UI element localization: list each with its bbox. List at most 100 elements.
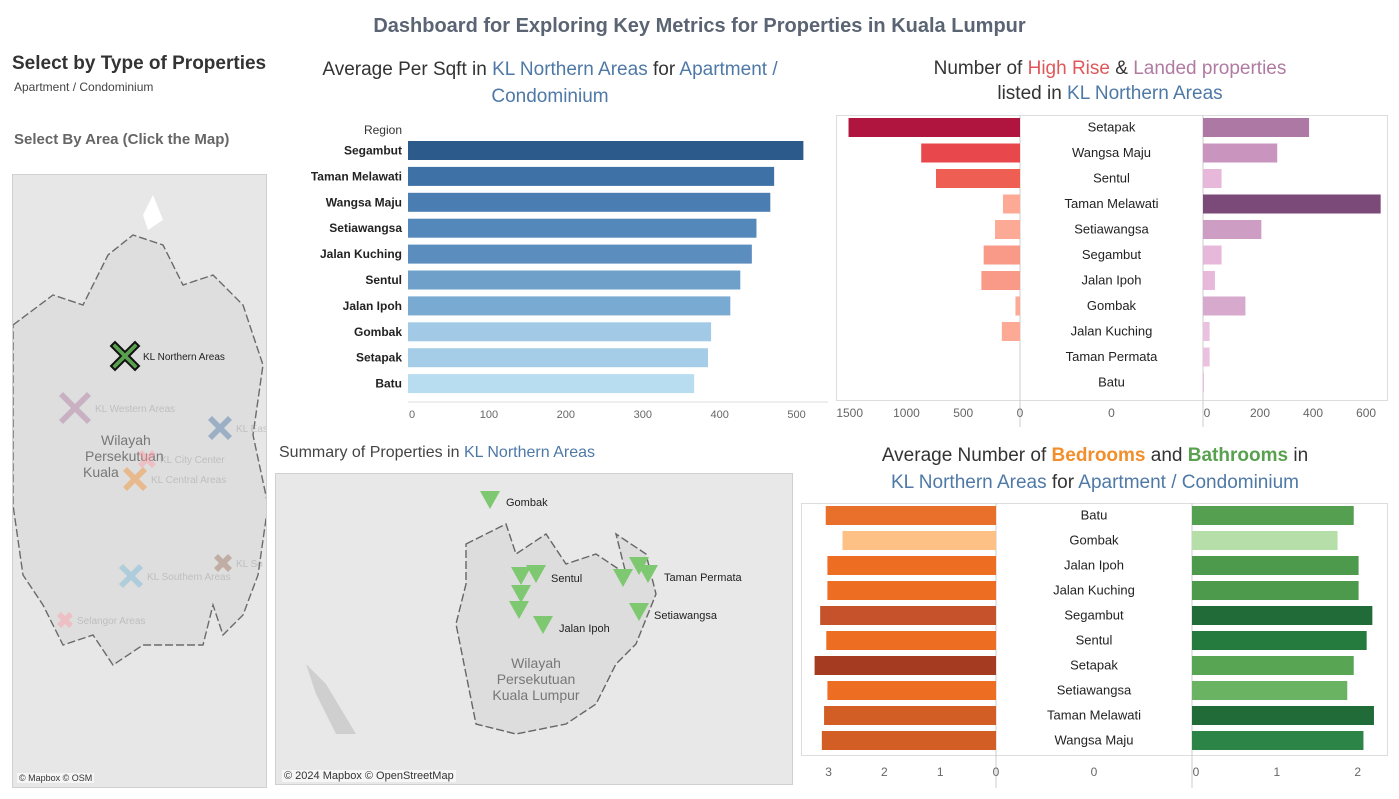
psf-bar-setapak[interactable] bbox=[408, 348, 708, 368]
rooms-label-taman-melawati: Taman Melawati bbox=[1047, 708, 1141, 723]
listings-center-tick: 0 bbox=[1108, 406, 1115, 420]
listings-bar-high-rise-jalan-ipoh[interactable] bbox=[981, 271, 1020, 290]
listings-bar-landed-batu[interactable] bbox=[1203, 373, 1204, 392]
rooms-bar-bathrooms-jalan-kuching[interactable] bbox=[1192, 581, 1359, 600]
triangle-down-icon bbox=[509, 601, 529, 619]
summary-map-feature bbox=[306, 664, 356, 734]
rooms-left-tick-1: 1 bbox=[937, 765, 944, 779]
area-x-icon bbox=[119, 564, 143, 588]
summary-map[interactable]: Wilayah Persekutuan Kuala Lumpur Gombak S… bbox=[275, 473, 793, 785]
psf-bar-segambut[interactable] bbox=[408, 141, 804, 160]
summary-marker-label: Setiawangsa bbox=[654, 610, 718, 622]
area-selector-map[interactable]: Wilayah Persekutuan Kuala KL Northern Ar… bbox=[12, 174, 267, 788]
listings-bar-high-rise-taman-melawati[interactable] bbox=[1002, 194, 1020, 214]
area-marker-kl-western-areas[interactable]: KL Western Areas bbox=[59, 392, 175, 424]
psf-label-segambut: Segambut bbox=[344, 144, 402, 158]
listings-bar-landed-setapak[interactable] bbox=[1203, 118, 1310, 137]
listings-bar-landed-jalan-ipoh[interactable] bbox=[1203, 271, 1215, 290]
summary-marker-jalan-ipoh[interactable]: Jalan Ipoh bbox=[533, 616, 610, 635]
psf-region-header: Region bbox=[364, 123, 402, 137]
listings-bar-high-rise-setapak[interactable] bbox=[848, 118, 1020, 137]
summary-marker-label: Jalan Ipoh bbox=[559, 623, 610, 635]
psf-bar-sentul[interactable] bbox=[408, 270, 741, 290]
listings-bar-landed-wangsa-maju[interactable] bbox=[1203, 143, 1278, 163]
psf-label-setapak: Setapak bbox=[356, 351, 402, 365]
rooms-bar-bedrooms-setiawangsa[interactable] bbox=[827, 681, 996, 700]
listings-bar-landed-taman-melawati[interactable] bbox=[1203, 194, 1381, 214]
rooms-bar-bedrooms-wangsa-maju[interactable] bbox=[821, 731, 996, 750]
listings-bar-high-rise-sentul[interactable] bbox=[935, 169, 1020, 188]
rooms-bar-bathrooms-batu[interactable] bbox=[1192, 506, 1354, 525]
listings-chart-title: Number of High Rise & Landed properties … bbox=[880, 56, 1340, 106]
psf-bar-jalan-ipoh[interactable] bbox=[408, 296, 731, 316]
rooms-bar-bedrooms-jalan-kuching[interactable] bbox=[827, 581, 996, 600]
area-x-icon bbox=[57, 612, 73, 628]
psf-bar-setiawangsa[interactable] bbox=[408, 218, 757, 238]
rooms-bar-bedrooms-gombak[interactable] bbox=[842, 531, 996, 550]
listings-bar-landed-gombak[interactable] bbox=[1203, 296, 1246, 316]
listings-bar-landed-sentul[interactable] bbox=[1203, 169, 1222, 188]
listings-bar-landed-taman-permata[interactable] bbox=[1203, 347, 1210, 367]
psf-bar-wangsa-maju[interactable] bbox=[408, 192, 771, 212]
area-marker-label: KL City Center bbox=[160, 455, 225, 466]
area-marker-kl-eas[interactable]: KL Eas bbox=[208, 416, 267, 440]
psf-label-jalan-kuching: Jalan Kuching bbox=[320, 247, 402, 261]
psf-label-sentul: Sentul bbox=[365, 273, 402, 287]
area-marker-label: KL Western Areas bbox=[95, 404, 175, 415]
listings-label-taman-permata: Taman Permata bbox=[1066, 349, 1159, 364]
rooms-label-wangsa-maju: Wangsa Maju bbox=[1055, 733, 1134, 748]
psf-bar-taman-melawati[interactable] bbox=[408, 166, 775, 186]
area-marker-kl-northern-areas[interactable]: KL Northern Areas bbox=[109, 340, 225, 372]
listings-bar-high-rise-wangsa-maju[interactable] bbox=[921, 143, 1020, 163]
psf-bar-gombak[interactable] bbox=[408, 322, 712, 342]
psf-label-jalan-ipoh: Jalan Ipoh bbox=[343, 299, 402, 313]
area-marker-kl-central-areas[interactable]: KL Central Areas bbox=[123, 467, 226, 491]
psf-bar-batu[interactable] bbox=[408, 374, 695, 394]
listings-bar-landed-setiawangsa[interactable] bbox=[1203, 220, 1262, 239]
type-filter-value[interactable]: Apartment / Condominium bbox=[14, 80, 154, 94]
psf-tick-300: 300 bbox=[634, 409, 652, 421]
listings-title-landed: Landed properties bbox=[1133, 58, 1287, 79]
summary-marker-sentul[interactable]: Sentul bbox=[509, 565, 582, 619]
area-marker-kl-city-center[interactable]: KL City Center bbox=[138, 450, 225, 468]
listings-bar-high-rise-segambut[interactable] bbox=[983, 245, 1020, 265]
area-x-icon bbox=[138, 450, 156, 468]
rooms-bar-bedrooms-sentul[interactable] bbox=[826, 631, 996, 650]
summary-marker-gombak[interactable]: Gombak bbox=[480, 491, 548, 509]
listings-bar-high-rise-jalan-kuching[interactable] bbox=[1001, 322, 1020, 341]
rooms-bar-bathrooms-taman-melawati[interactable] bbox=[1192, 706, 1374, 725]
rooms-left-tick-3: 3 bbox=[825, 765, 832, 779]
listings-title-text: Number of bbox=[933, 58, 1028, 79]
listings-label-taman-melawati: Taman Melawati bbox=[1065, 196, 1159, 211]
rooms-bar-bedrooms-setapak[interactable] bbox=[814, 656, 996, 675]
rooms-bar-bathrooms-jalan-ipoh[interactable] bbox=[1192, 556, 1359, 575]
area-marker-selangor-areas[interactable]: Selangor Areas bbox=[57, 612, 145, 628]
area-marker-kl-so[interactable]: KL So bbox=[214, 554, 263, 572]
listings-left-tick-500: 500 bbox=[953, 406, 973, 420]
rooms-bar-bedrooms-batu[interactable] bbox=[825, 506, 996, 525]
area-x-icon bbox=[109, 340, 141, 372]
rooms-bar-bedrooms-taman-melawati[interactable] bbox=[824, 706, 996, 725]
psf-label-setiawangsa: Setiawangsa bbox=[329, 221, 402, 235]
area-x-icon bbox=[208, 416, 232, 440]
rooms-bar-bathrooms-setiawangsa[interactable] bbox=[1192, 681, 1348, 700]
area-marker-kl-southern-areas[interactable]: KL Southern Areas bbox=[119, 564, 231, 588]
listings-label-jalan-ipoh: Jalan Ipoh bbox=[1082, 273, 1142, 288]
rooms-bar-bedrooms-segambut[interactable] bbox=[820, 606, 996, 625]
rooms-bar-bathrooms-segambut[interactable] bbox=[1192, 606, 1373, 625]
listings-bar-landed-segambut[interactable] bbox=[1203, 245, 1222, 265]
summary-marker-taman-permata[interactable]: Taman Permata bbox=[613, 557, 743, 587]
listings-bar-high-rise-setiawangsa[interactable] bbox=[995, 220, 1020, 239]
rooms-bar-bathrooms-sentul[interactable] bbox=[1192, 631, 1367, 650]
summary-marker-label: Taman Permata bbox=[664, 572, 743, 584]
summary-marker-setiawangsa[interactable]: Setiawangsa bbox=[629, 603, 718, 622]
rooms-bar-bathrooms-wangsa-maju[interactable] bbox=[1192, 731, 1364, 750]
listings-bar-landed-jalan-kuching[interactable] bbox=[1203, 322, 1210, 341]
psf-bar-jalan-kuching[interactable] bbox=[408, 244, 752, 264]
rooms-bar-bathrooms-gombak[interactable] bbox=[1192, 531, 1338, 550]
rooms-bar-bedrooms-jalan-ipoh[interactable] bbox=[827, 556, 996, 575]
psf-label-taman-melawati: Taman Melawati bbox=[311, 169, 402, 183]
listings-bar-high-rise-gombak[interactable] bbox=[1015, 296, 1020, 316]
summary-map-attribution: © 2024 Mapbox © OpenStreetMap bbox=[282, 770, 456, 782]
rooms-bar-bathrooms-setapak[interactable] bbox=[1192, 656, 1354, 675]
